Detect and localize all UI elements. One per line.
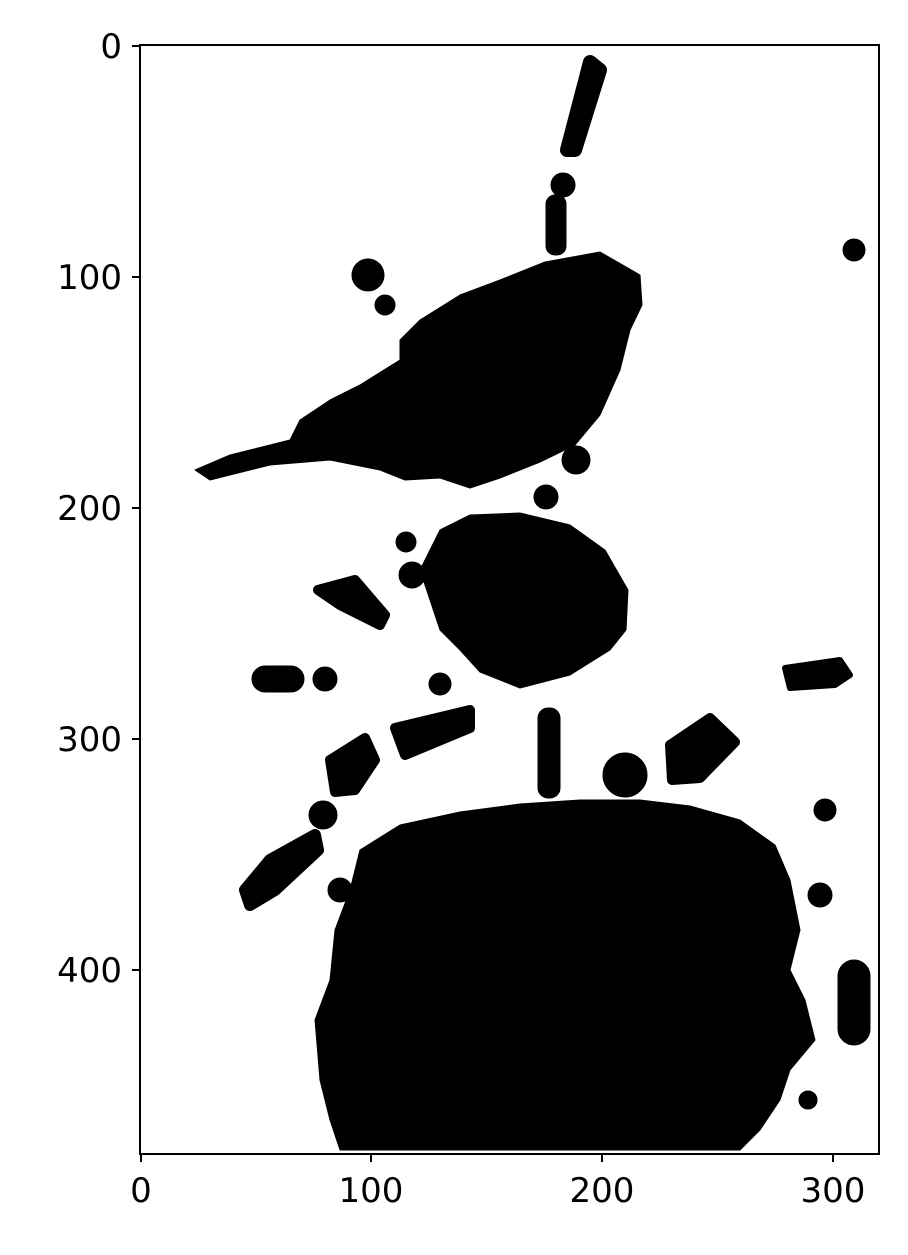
y-tick-label-400: 400 — [57, 951, 122, 991]
x-tick-label-100: 100 — [339, 1171, 404, 1211]
blob-stick-segment — [545, 194, 567, 256]
blob-right-dot — [842, 238, 866, 262]
y-tick-label-100: 100 — [57, 258, 122, 298]
axes-frame — [139, 44, 880, 1155]
blob-stick — [560, 55, 607, 157]
blob-dot-b — [813, 798, 837, 822]
blob-flower-dot2 — [398, 561, 426, 589]
blob-stem — [537, 707, 561, 799]
blob-bird — [194, 251, 643, 489]
y-tick-label-200: 200 — [57, 489, 122, 529]
blob-petal7 — [325, 733, 380, 797]
y-tick-label-0: 0 — [100, 27, 122, 67]
blob-base-dot3 — [798, 1090, 818, 1110]
blob-base-dot2 — [327, 877, 353, 903]
blob-flower — [419, 512, 629, 689]
blob-base — [314, 799, 816, 1151]
blob-bird-head-dot2 — [374, 294, 396, 316]
blob-base-dot1 — [807, 882, 833, 908]
y-axis-ticks — [132, 45, 140, 971]
blob-petal8 — [665, 713, 740, 785]
blob-petal2 — [251, 665, 305, 693]
y-tick-label-300: 300 — [57, 720, 122, 760]
blob-dot-c — [308, 800, 338, 830]
blob-dot-a — [602, 752, 648, 798]
blob-petal3 — [312, 666, 338, 692]
blob-bird-drop2 — [533, 484, 559, 510]
blob-petal9 — [239, 829, 324, 911]
blob-bird-drop1 — [561, 445, 591, 475]
blob-right-oval — [837, 959, 871, 1046]
x-tick-label-300: 300 — [801, 1171, 866, 1211]
blob-bird-head-dot — [351, 258, 385, 292]
blob-petal5 — [782, 657, 853, 691]
x-tick-label-200: 200 — [570, 1171, 635, 1211]
blob-stick-dot1 — [550, 172, 576, 198]
blob-petal4 — [428, 672, 452, 696]
binary-image — [194, 55, 871, 1151]
blob-flower-dot — [395, 531, 417, 553]
blob-petal6 — [390, 705, 475, 760]
blob-petal1 — [313, 575, 390, 630]
x-axis-ticks — [140, 1154, 834, 1162]
x-tick-label-0: 0 — [130, 1171, 152, 1211]
